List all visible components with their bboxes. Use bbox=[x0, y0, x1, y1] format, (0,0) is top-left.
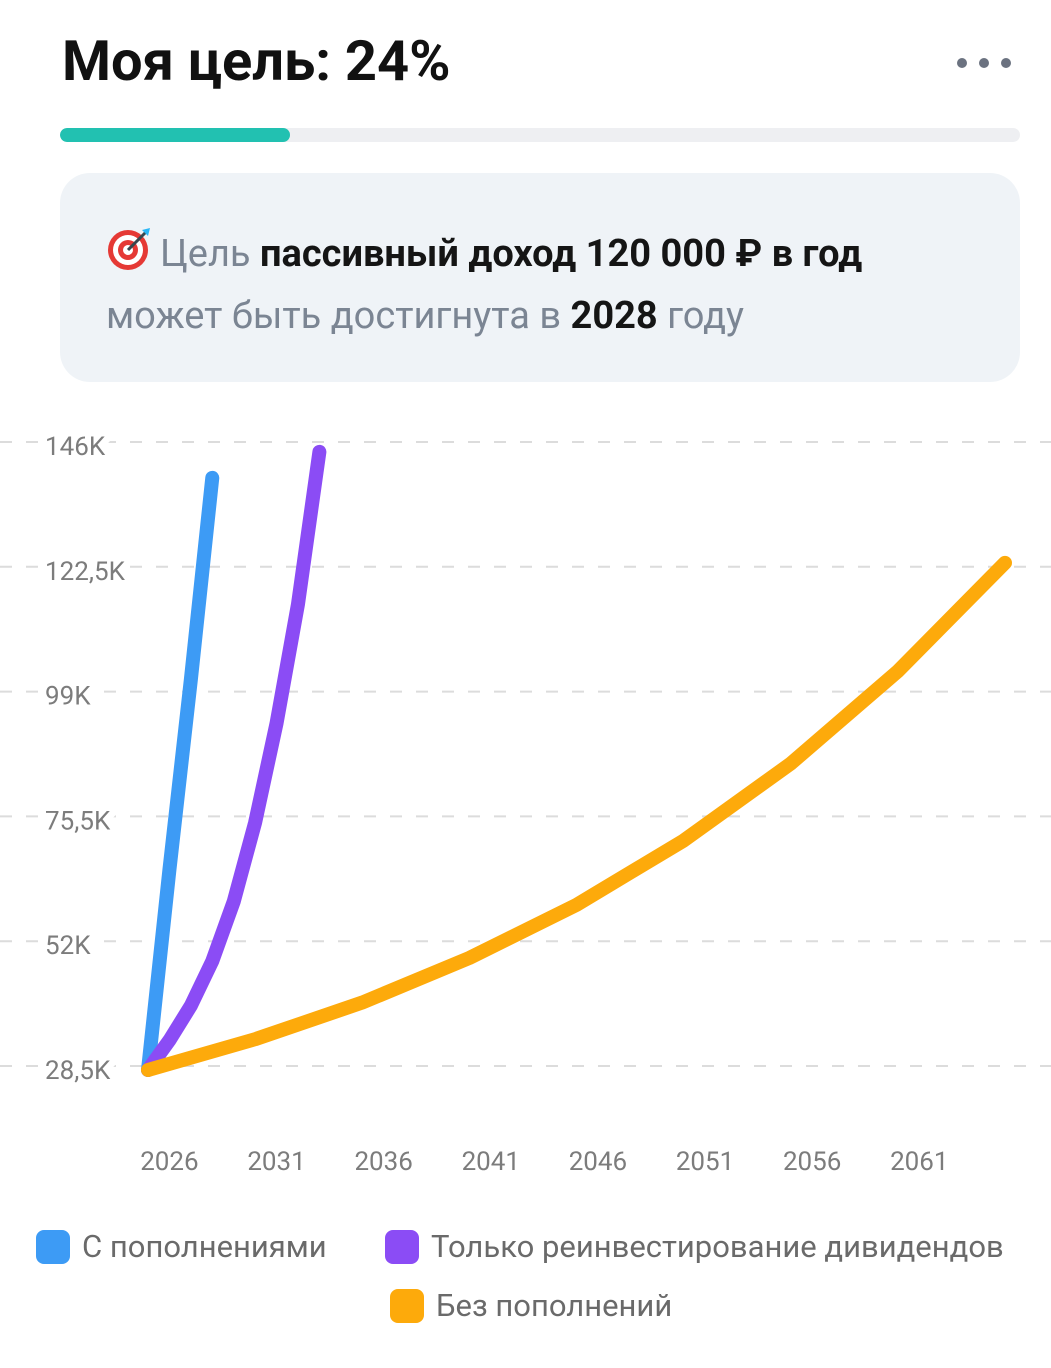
goal-card: Цель пассивный доход 120 000 ₽ в год може… bbox=[60, 173, 1020, 382]
legend-label: Без пополнений bbox=[436, 1287, 673, 1324]
x-tick-label: 2056 bbox=[783, 1147, 841, 1177]
legend-item[interactable]: Только реинвестирование дивидендов bbox=[385, 1228, 1004, 1265]
y-tick-label: 146K bbox=[45, 432, 106, 462]
y-tick-label: 99K bbox=[45, 682, 91, 712]
goal-target: пассивный доход 120 000 ₽ в год bbox=[259, 232, 863, 276]
x-tick-label: 2036 bbox=[354, 1147, 412, 1177]
x-tick-label: 2061 bbox=[890, 1147, 948, 1177]
legend-swatch bbox=[385, 1229, 419, 1264]
x-tick-label: 2046 bbox=[569, 1147, 627, 1177]
goal-word: Цель bbox=[160, 232, 251, 276]
more-menu[interactable] bbox=[952, 52, 1016, 74]
x-tick-label: 2031 bbox=[247, 1147, 305, 1177]
x-tick-label: 2026 bbox=[140, 1147, 198, 1177]
progress-track bbox=[60, 128, 1020, 142]
goal-phrase: может быть достигнута в bbox=[106, 294, 562, 338]
progress-fill bbox=[60, 128, 291, 142]
series-line bbox=[141, 555, 1012, 1077]
legend-label: С пополнениями bbox=[82, 1228, 327, 1265]
y-tick-label: 122,5K bbox=[45, 557, 126, 587]
legend-swatch bbox=[36, 1229, 70, 1264]
x-tick-label: 2041 bbox=[462, 1147, 520, 1177]
legend-item[interactable]: Без пополнений bbox=[390, 1287, 672, 1324]
goal-suffix: году bbox=[667, 294, 745, 338]
legend-swatch bbox=[390, 1288, 424, 1323]
y-tick-label: 75,5K bbox=[45, 806, 111, 836]
chart: 28,5K 52K 75,5K 99K 122,5K 146K 2026 2031 2036 20… bbox=[0, 425, 1051, 1177]
goal-year: 2028 bbox=[570, 294, 658, 338]
goal-text: Цель пассивный доход 120 000 ₽ в год може… bbox=[106, 223, 862, 347]
x-tick-label: 2051 bbox=[676, 1147, 734, 1177]
series-line bbox=[141, 470, 220, 1077]
legend-label: Только реинвестирование дивидендов bbox=[431, 1228, 1004, 1265]
page-title: Моя цель: 24% bbox=[62, 28, 451, 94]
target-icon bbox=[108, 228, 150, 270]
y-tick-label: 28,5K bbox=[45, 1056, 111, 1086]
legend-item[interactable]: С пополнениями bbox=[36, 1228, 327, 1265]
series-line bbox=[141, 444, 327, 1077]
y-tick-label: 52K bbox=[45, 931, 91, 961]
